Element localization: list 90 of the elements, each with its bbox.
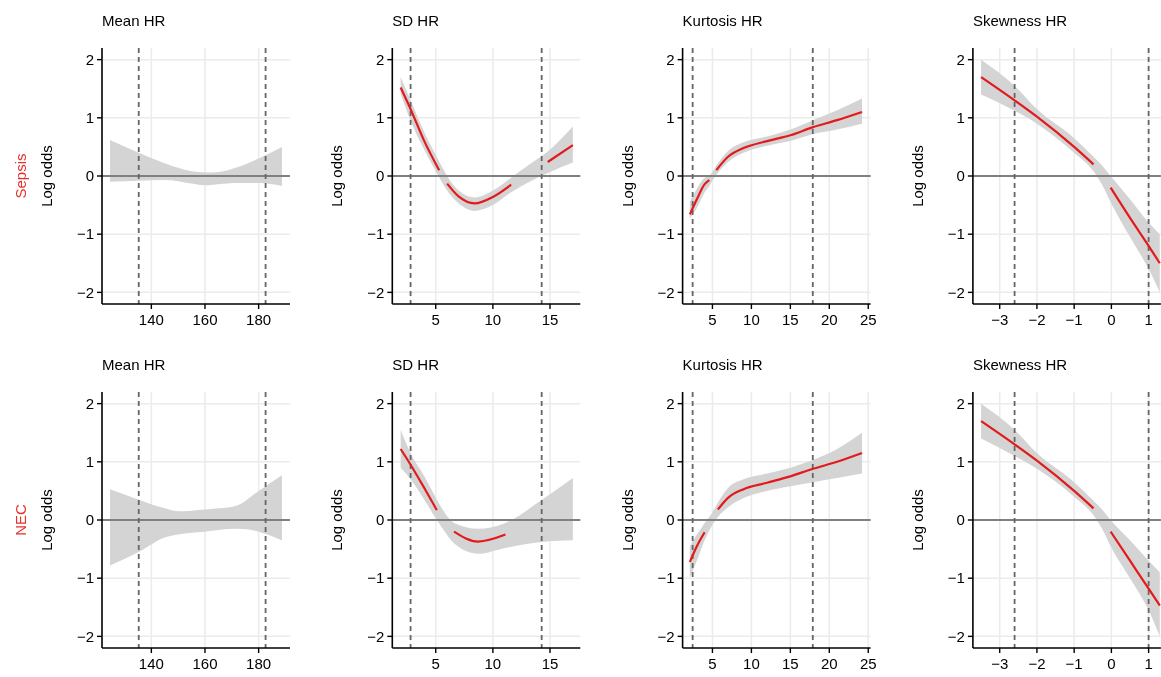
y-axis-title: Log odds [908, 489, 926, 551]
chart-title: SD HR [392, 12, 440, 29]
x-tick-label: 5 [708, 311, 717, 328]
y-tick-label: 1 [375, 453, 385, 471]
x-tick-label: −1 [1065, 655, 1083, 672]
y-tick-label: 0 [375, 511, 385, 529]
x-tick-label: 10 [484, 655, 502, 672]
x-tick-label: 140 [138, 655, 164, 672]
y-tick-label: −1 [947, 569, 965, 587]
y-tick-label: −2 [657, 283, 675, 301]
y-axis-title: Log odds [908, 145, 926, 207]
y-tick-label: 2 [956, 50, 965, 68]
y-tick-label: 1 [666, 453, 675, 471]
x-tick-label: 5 [431, 311, 440, 328]
x-tick-label: 15 [782, 655, 799, 672]
x-tick-label: 20 [820, 311, 838, 328]
y-tick-label: 1 [375, 109, 385, 127]
x-tick-label: 180 [246, 655, 272, 672]
x-tick-label: −1 [1065, 311, 1083, 328]
y-tick-label: −1 [367, 225, 385, 243]
x-tick-label: −3 [991, 655, 1009, 672]
x-tick-label: 15 [541, 655, 559, 672]
y-tick-label: −2 [947, 283, 965, 301]
y-axis-title: Log odds [618, 489, 636, 551]
text: Sepsis [12, 153, 29, 199]
chart-title: Kurtosis HR [682, 12, 763, 29]
chart-title: SD HR [392, 356, 440, 373]
y-axis-title: Log odds [38, 145, 55, 207]
y-tick-label: −2 [76, 283, 94, 301]
y-tick-label: 0 [956, 167, 965, 185]
x-tick-label: 25 [859, 655, 877, 672]
chart-title: Mean HR [102, 12, 166, 29]
y-tick-label: −2 [76, 627, 94, 645]
x-tick-label: −2 [1028, 311, 1046, 328]
y-tick-label: 0 [375, 167, 385, 185]
x-tick-label: 160 [192, 655, 218, 672]
x-tick-label: 15 [541, 311, 559, 328]
y-tick-label: 1 [85, 109, 94, 127]
y-tick-label: −1 [367, 569, 385, 587]
y-tick-label: 2 [375, 50, 385, 68]
y-tick-label: −2 [657, 627, 675, 645]
text: NEC [12, 504, 29, 536]
x-tick-label: 5 [708, 655, 717, 672]
y-tick-label: −1 [76, 225, 94, 243]
x-tick-label: 10 [743, 655, 760, 672]
y-tick-label: 0 [85, 511, 94, 529]
y-axis-title: Log odds [328, 145, 346, 207]
y-tick-label: −1 [657, 225, 675, 243]
y-axis-title: Log odds [618, 145, 636, 207]
x-tick-label: 0 [1107, 311, 1116, 328]
chart-title: Mean HR [102, 356, 166, 373]
y-tick-label: −2 [367, 627, 385, 645]
x-tick-label: 160 [192, 311, 218, 328]
y-tick-label: 2 [85, 394, 94, 412]
x-tick-label: 1 [1144, 655, 1153, 672]
chart-title: Skewness HR [972, 356, 1068, 373]
y-tick-label: −1 [76, 569, 94, 587]
y-tick-label: 1 [85, 453, 94, 471]
y-tick-label: −2 [947, 627, 965, 645]
x-tick-label: −3 [991, 311, 1009, 328]
x-tick-label: 1 [1144, 311, 1153, 328]
y-tick-label: 0 [85, 167, 94, 185]
y-tick-label: 2 [85, 50, 94, 68]
y-tick-label: 2 [375, 394, 385, 412]
chart-title: Kurtosis HR [682, 356, 763, 373]
y-tick-label: 1 [956, 109, 965, 127]
y-axis-title: Log odds [328, 489, 346, 551]
y-tick-label: 2 [956, 394, 965, 412]
y-tick-label: −1 [947, 225, 965, 243]
y-tick-label: 1 [956, 453, 965, 471]
x-tick-label: 180 [246, 311, 272, 328]
x-tick-label: 0 [1107, 655, 1116, 672]
y-tick-label: 0 [666, 167, 675, 185]
x-tick-label: −2 [1028, 655, 1046, 672]
y-axis-title: Log odds [38, 489, 55, 551]
x-tick-label: 10 [484, 311, 502, 328]
x-tick-label: 140 [138, 311, 164, 328]
x-tick-label: 5 [431, 655, 440, 672]
y-tick-label: 0 [666, 511, 675, 529]
x-tick-label: 20 [820, 655, 838, 672]
y-tick-label: 2 [666, 394, 675, 412]
y-tick-label: 0 [956, 511, 965, 529]
y-tick-label: −1 [657, 569, 675, 587]
chart-title: Skewness HR [972, 12, 1068, 29]
y-tick-label: 2 [666, 50, 675, 68]
x-tick-label: 25 [859, 311, 877, 328]
x-tick-label: 10 [743, 311, 760, 328]
y-tick-label: 1 [666, 109, 675, 127]
x-tick-label: 15 [782, 311, 799, 328]
y-tick-label: −2 [367, 283, 385, 301]
